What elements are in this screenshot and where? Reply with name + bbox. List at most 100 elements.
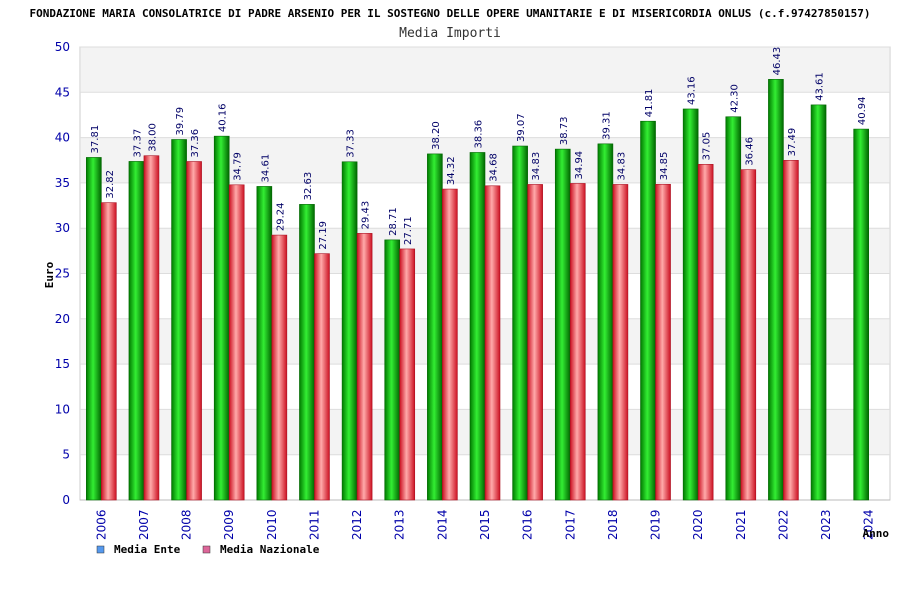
legend-label-media-ente: Media Ente: [114, 543, 181, 556]
value-label: 38.36: [474, 120, 485, 149]
bar-media-nazionale-2006: [101, 202, 117, 501]
x-tick-label: 2015: [478, 509, 492, 540]
value-label: 37.33: [346, 129, 357, 158]
value-label: 38.00: [147, 123, 158, 152]
bar-media-nazionale-2015: [484, 185, 501, 501]
bar-media-ente-2020: [682, 108, 699, 501]
chart-subtitle: Media Importi: [399, 26, 501, 41]
bar-media-ente-2012: [341, 161, 358, 501]
bar-media-nazionale-2007: [143, 155, 160, 501]
value-label: 43.61: [815, 72, 826, 101]
value-label: 29.43: [361, 201, 372, 230]
y-tick-label: 30: [55, 221, 70, 235]
value-label: 40.94: [857, 96, 868, 125]
y-tick-label: 50: [55, 40, 70, 54]
bar-media-ente-2006: [86, 157, 102, 501]
y-tick-label: 25: [55, 267, 70, 281]
bar-media-nazionale-2013: [399, 248, 416, 501]
x-tick-label: 2009: [222, 509, 236, 540]
value-label: 39.07: [516, 113, 527, 142]
bar-media-ente-2008: [171, 139, 187, 501]
value-label: 37.05: [702, 132, 713, 161]
x-tick-label: 2012: [350, 509, 364, 540]
value-label: 37.49: [787, 128, 798, 157]
y-tick-label: 35: [55, 176, 70, 190]
value-label: 37.36: [190, 129, 201, 158]
x-tick-label: 2020: [691, 509, 705, 540]
y-tick-label: 40: [55, 131, 70, 145]
bar-media-nazionale-2008: [186, 161, 202, 501]
value-label: 34.61: [260, 154, 271, 183]
y-tick-label: 45: [55, 85, 70, 99]
bar-media-nazionale-2017: [569, 183, 586, 501]
bar-media-nazionale-2021: [740, 169, 757, 501]
value-label: 34.32: [446, 156, 457, 185]
y-axis-label: Euro: [43, 261, 56, 288]
bar-media-nazionale-2022: [783, 160, 799, 501]
value-label: 41.81: [644, 89, 655, 118]
x-tick-label: 2008: [180, 509, 194, 540]
x-tick-label: 2019: [649, 509, 663, 540]
bar-media-nazionale-2014: [442, 188, 458, 501]
bar-media-ente-2015: [469, 152, 486, 501]
grid-band: [81, 47, 889, 93]
value-label: 38.20: [431, 121, 442, 150]
x-tick-label: 2024: [862, 509, 876, 540]
value-label: 34.85: [659, 152, 670, 181]
bar-media-nazionale-2012: [356, 233, 373, 501]
chart-title: FONDAZIONE MARIA CONSOLATRICE DI PADRE A…: [29, 7, 870, 20]
bar-media-ente-2016: [512, 145, 528, 501]
value-label: 34.94: [574, 151, 585, 180]
x-tick-label: 2018: [606, 509, 620, 540]
bar-media-nazionale-2011: [314, 253, 330, 501]
bar-media-nazionale-2016: [527, 184, 543, 501]
bar-media-ente-2022: [768, 79, 784, 501]
value-label: 32.82: [105, 170, 116, 199]
bar-media-ente-2010: [256, 186, 273, 501]
value-label: 34.83: [616, 152, 627, 181]
legend-swatch-media-nazionale: [202, 545, 211, 554]
x-tick-label: 2011: [307, 509, 321, 540]
legend: Media Ente Media Nazionale: [96, 543, 320, 556]
x-tick-label: 2007: [137, 509, 151, 540]
value-label: 34.68: [489, 153, 500, 182]
y-tick-label: 0: [62, 493, 70, 507]
value-label: 43.16: [687, 76, 698, 105]
x-tick-label: 2006: [94, 509, 108, 540]
bar-media-ente-2017: [554, 148, 571, 501]
bar-media-ente-2021: [725, 116, 742, 501]
bar-media-nazionale-2020: [697, 164, 714, 501]
value-label: 32.63: [303, 172, 314, 201]
x-tick-label: 2014: [435, 509, 449, 540]
bar-media-nazionale-2018: [612, 184, 629, 501]
value-label: 37.37: [132, 129, 143, 158]
value-label: 37.81: [90, 125, 101, 154]
x-tick-label: 2022: [776, 509, 790, 540]
bar-media-ente-2011: [299, 204, 315, 501]
x-tick-label: 2023: [819, 509, 833, 540]
value-label: 46.43: [772, 47, 783, 76]
bar-media-ente-2007: [128, 161, 145, 501]
y-tick-label: 5: [62, 448, 70, 462]
value-label: 34.79: [233, 152, 244, 181]
value-label: 34.83: [531, 152, 542, 181]
x-tick-label: 2021: [734, 509, 748, 540]
bar-media-nazionale-2010: [271, 234, 288, 501]
legend-swatch-media-ente: [96, 545, 105, 554]
value-label: 27.19: [318, 221, 329, 250]
bar-media-nazionale-2019: [655, 183, 671, 501]
x-tick-label: 2017: [563, 509, 577, 540]
y-axis-ticks: 0 5 10 15 20 25 30 35 40 45 50: [55, 40, 70, 507]
bar-media-ente-2009: [213, 135, 230, 501]
bar-media-ente-2024: [853, 128, 869, 501]
bar-media-ente-2023: [810, 104, 827, 501]
value-label: 28.71: [388, 207, 399, 236]
value-labels: 37.81 32.82 37.37 38.00 39.79 37.36 40.16 34.79…: [90, 47, 868, 250]
value-label: 39.31: [601, 111, 612, 140]
y-tick-label: 10: [55, 402, 70, 416]
value-label: 27.71: [403, 216, 414, 245]
bar-media-ente-2014: [427, 153, 443, 501]
bar-media-nazionale-2009: [228, 184, 245, 501]
y-tick-label: 20: [55, 312, 70, 326]
